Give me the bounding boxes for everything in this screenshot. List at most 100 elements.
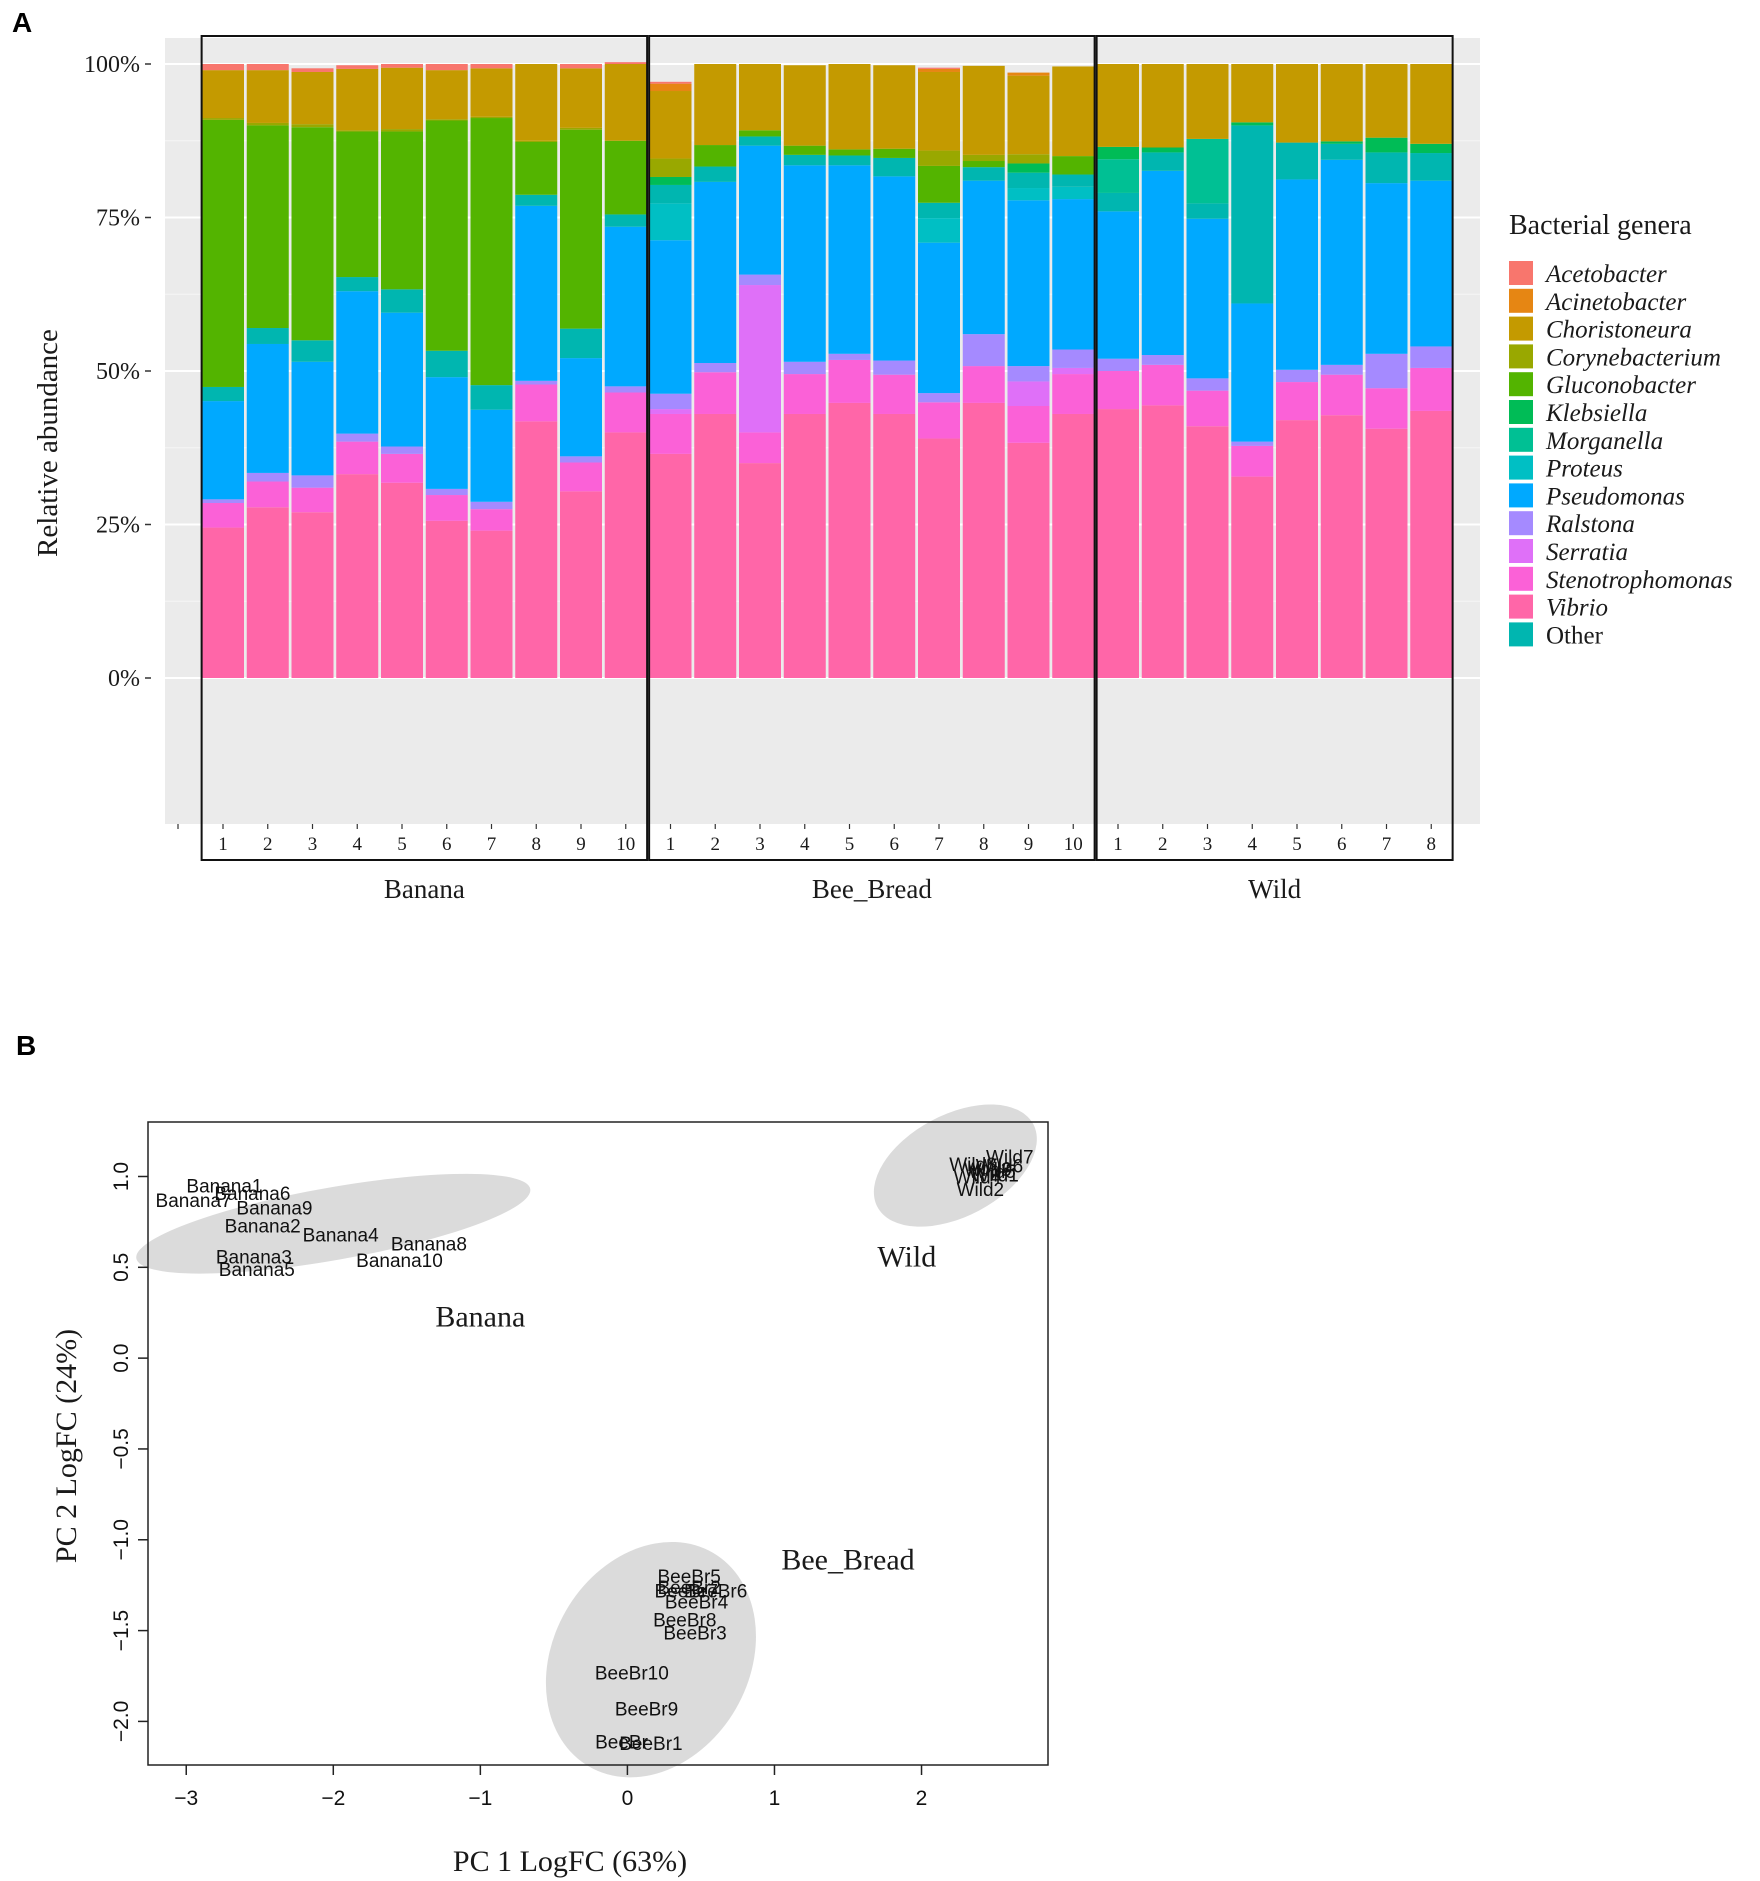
legend-label-stenotrophomonas: Stenotrophomonas	[1546, 567, 1733, 594]
x-axis-ticks: 1 2 3 4 5 6 7 8 9 10 1 2 3 4 5 6 7 8 9 10 1 2 3 4 5 6 7 8	[177, 824, 1436, 855]
segment-choristoneura	[1186, 64, 1229, 139]
segment-choristoneura	[918, 71, 960, 151]
legend-swatch-morganella	[1509, 427, 1533, 452]
segment-ralstona	[246, 472, 289, 482]
segment-proteus	[918, 218, 960, 243]
segment-other	[1231, 125, 1274, 304]
legend-swatch-proteus	[1509, 455, 1533, 480]
segment-serratia	[649, 409, 692, 414]
segment-other	[1276, 142, 1318, 180]
point-label-wild8: Wild8	[949, 1155, 997, 1176]
segment-corynebacterium	[470, 116, 513, 119]
segment-serratia	[1052, 367, 1095, 375]
segment-choristoneura	[1410, 64, 1453, 144]
segment-vibrio	[1141, 405, 1184, 678]
x-tick-label: 2	[711, 834, 721, 855]
bar-bee-bread-5	[828, 64, 871, 678]
legend-swatch-acetobacter	[1509, 261, 1533, 285]
segment-choristoneura	[1007, 75, 1050, 155]
plot-frame	[147, 1121, 1049, 1766]
segment-other	[291, 340, 334, 362]
point-label-beebr10: BeeBr10	[595, 1663, 669, 1684]
point-label-beebr: BeeBr	[595, 1732, 648, 1753]
y-axis-title: Relative abundance	[32, 329, 64, 557]
legend-swatch-serratia	[1509, 539, 1533, 563]
segment-corynebacterium	[962, 154, 1005, 162]
segment-other	[1141, 152, 1184, 171]
panel-b-label: B	[16, 1030, 36, 1061]
segment-vibrio	[1231, 476, 1274, 678]
segment-other	[1186, 203, 1229, 219]
cluster-ellipses	[136, 1104, 1037, 1778]
x-tick-label: 4	[1248, 834, 1258, 855]
segment-gluconobacter	[604, 140, 647, 215]
group-label-wild: Wild	[1248, 874, 1301, 904]
x-tick-label: 3	[755, 834, 765, 855]
segment-pseudomonas	[1365, 183, 1408, 354]
segment-acinetobacter	[649, 83, 692, 92]
legend-label-choristoneura: Choristoneura	[1546, 317, 1692, 344]
group-label-banana: Banana	[384, 874, 465, 904]
segment-acetobacter	[560, 64, 602, 69]
x-tick-label: −3	[174, 1787, 198, 1810]
segment-other	[739, 136, 781, 146]
legend-label-klebsiella: Klebsiella	[1545, 400, 1647, 427]
segment-other	[470, 385, 513, 410]
segment-ralstona	[649, 393, 692, 410]
segment-other	[1052, 174, 1095, 187]
segment-vibrio	[962, 402, 1005, 678]
point-label-wild1: Wild1	[971, 1166, 1019, 1187]
segment-choristoneura	[1365, 64, 1408, 138]
segment-corynebacterium	[425, 119, 468, 121]
x-tick-label: 7	[1382, 834, 1392, 855]
segment-vibrio	[1276, 420, 1318, 678]
segment-klebsiella	[1231, 122, 1274, 126]
segment-ralstona	[1097, 358, 1139, 371]
segment-klebsiella	[1320, 141, 1363, 144]
segment-ralstona	[1410, 346, 1453, 368]
segment-choristoneura	[246, 70, 289, 123]
segment-choristoneura	[1052, 66, 1095, 157]
segment-other	[336, 277, 379, 292]
segment-gluconobacter	[962, 161, 1005, 168]
bar-wild-7	[1365, 64, 1408, 678]
pca-scatter-plot: −3 −2 −1 0 1 2 −2.0 −1.5 −1.0 −0.5 0.0 0.5 1.0 Bana…	[50, 1104, 1049, 1878]
point-label-wild4: Wild4	[954, 1167, 1002, 1188]
y-tick-label: 75%	[96, 206, 140, 232]
segment-ralstona	[291, 475, 334, 488]
segment-vibrio	[873, 413, 916, 678]
x-tick-label: 2	[1158, 834, 1168, 855]
point-label-beebr2: BeeBr2	[657, 1578, 720, 1599]
segment-choristoneura	[783, 65, 826, 146]
segment-pseudomonas	[649, 240, 692, 394]
segment-corynebacterium	[560, 127, 602, 130]
y-axis-title: PC 2 LogFC (24%)	[50, 1329, 83, 1563]
segment-choristoneura	[515, 64, 558, 141]
segment-pseudomonas	[1276, 179, 1318, 370]
segment-ralstona	[694, 363, 737, 373]
segment-stenotrophomonas	[918, 402, 960, 439]
segment-ralstona	[1276, 369, 1318, 383]
x-tick-label: 2	[263, 834, 273, 855]
segment-ralstona	[515, 380, 558, 385]
segment-pseudomonas	[1141, 170, 1184, 356]
segment-pseudomonas	[291, 361, 334, 476]
segment-vibrio	[336, 474, 379, 678]
segment-stenotrophomonas	[694, 372, 737, 414]
segment-stenotrophomonas	[381, 453, 423, 483]
segment-pseudomonas	[202, 401, 244, 500]
legend-label-proteus: Proteus	[1545, 456, 1623, 483]
segment-vibrio	[1186, 426, 1229, 678]
segment-vibrio	[1052, 413, 1095, 678]
point-label-beebr8: BeeBr8	[653, 1611, 716, 1632]
segment-pseudomonas	[604, 226, 647, 387]
bar-wild-5	[1276, 64, 1318, 678]
segment-klebsiella	[1007, 163, 1050, 173]
segment-pseudomonas	[246, 343, 289, 473]
segment-other	[202, 386, 244, 402]
point-label-wild5: Wild5	[968, 1162, 1016, 1183]
bar-bee-bread-7	[918, 67, 960, 678]
bar-wild-6	[1320, 64, 1363, 678]
segment-acinetobacter	[1007, 72, 1050, 76]
